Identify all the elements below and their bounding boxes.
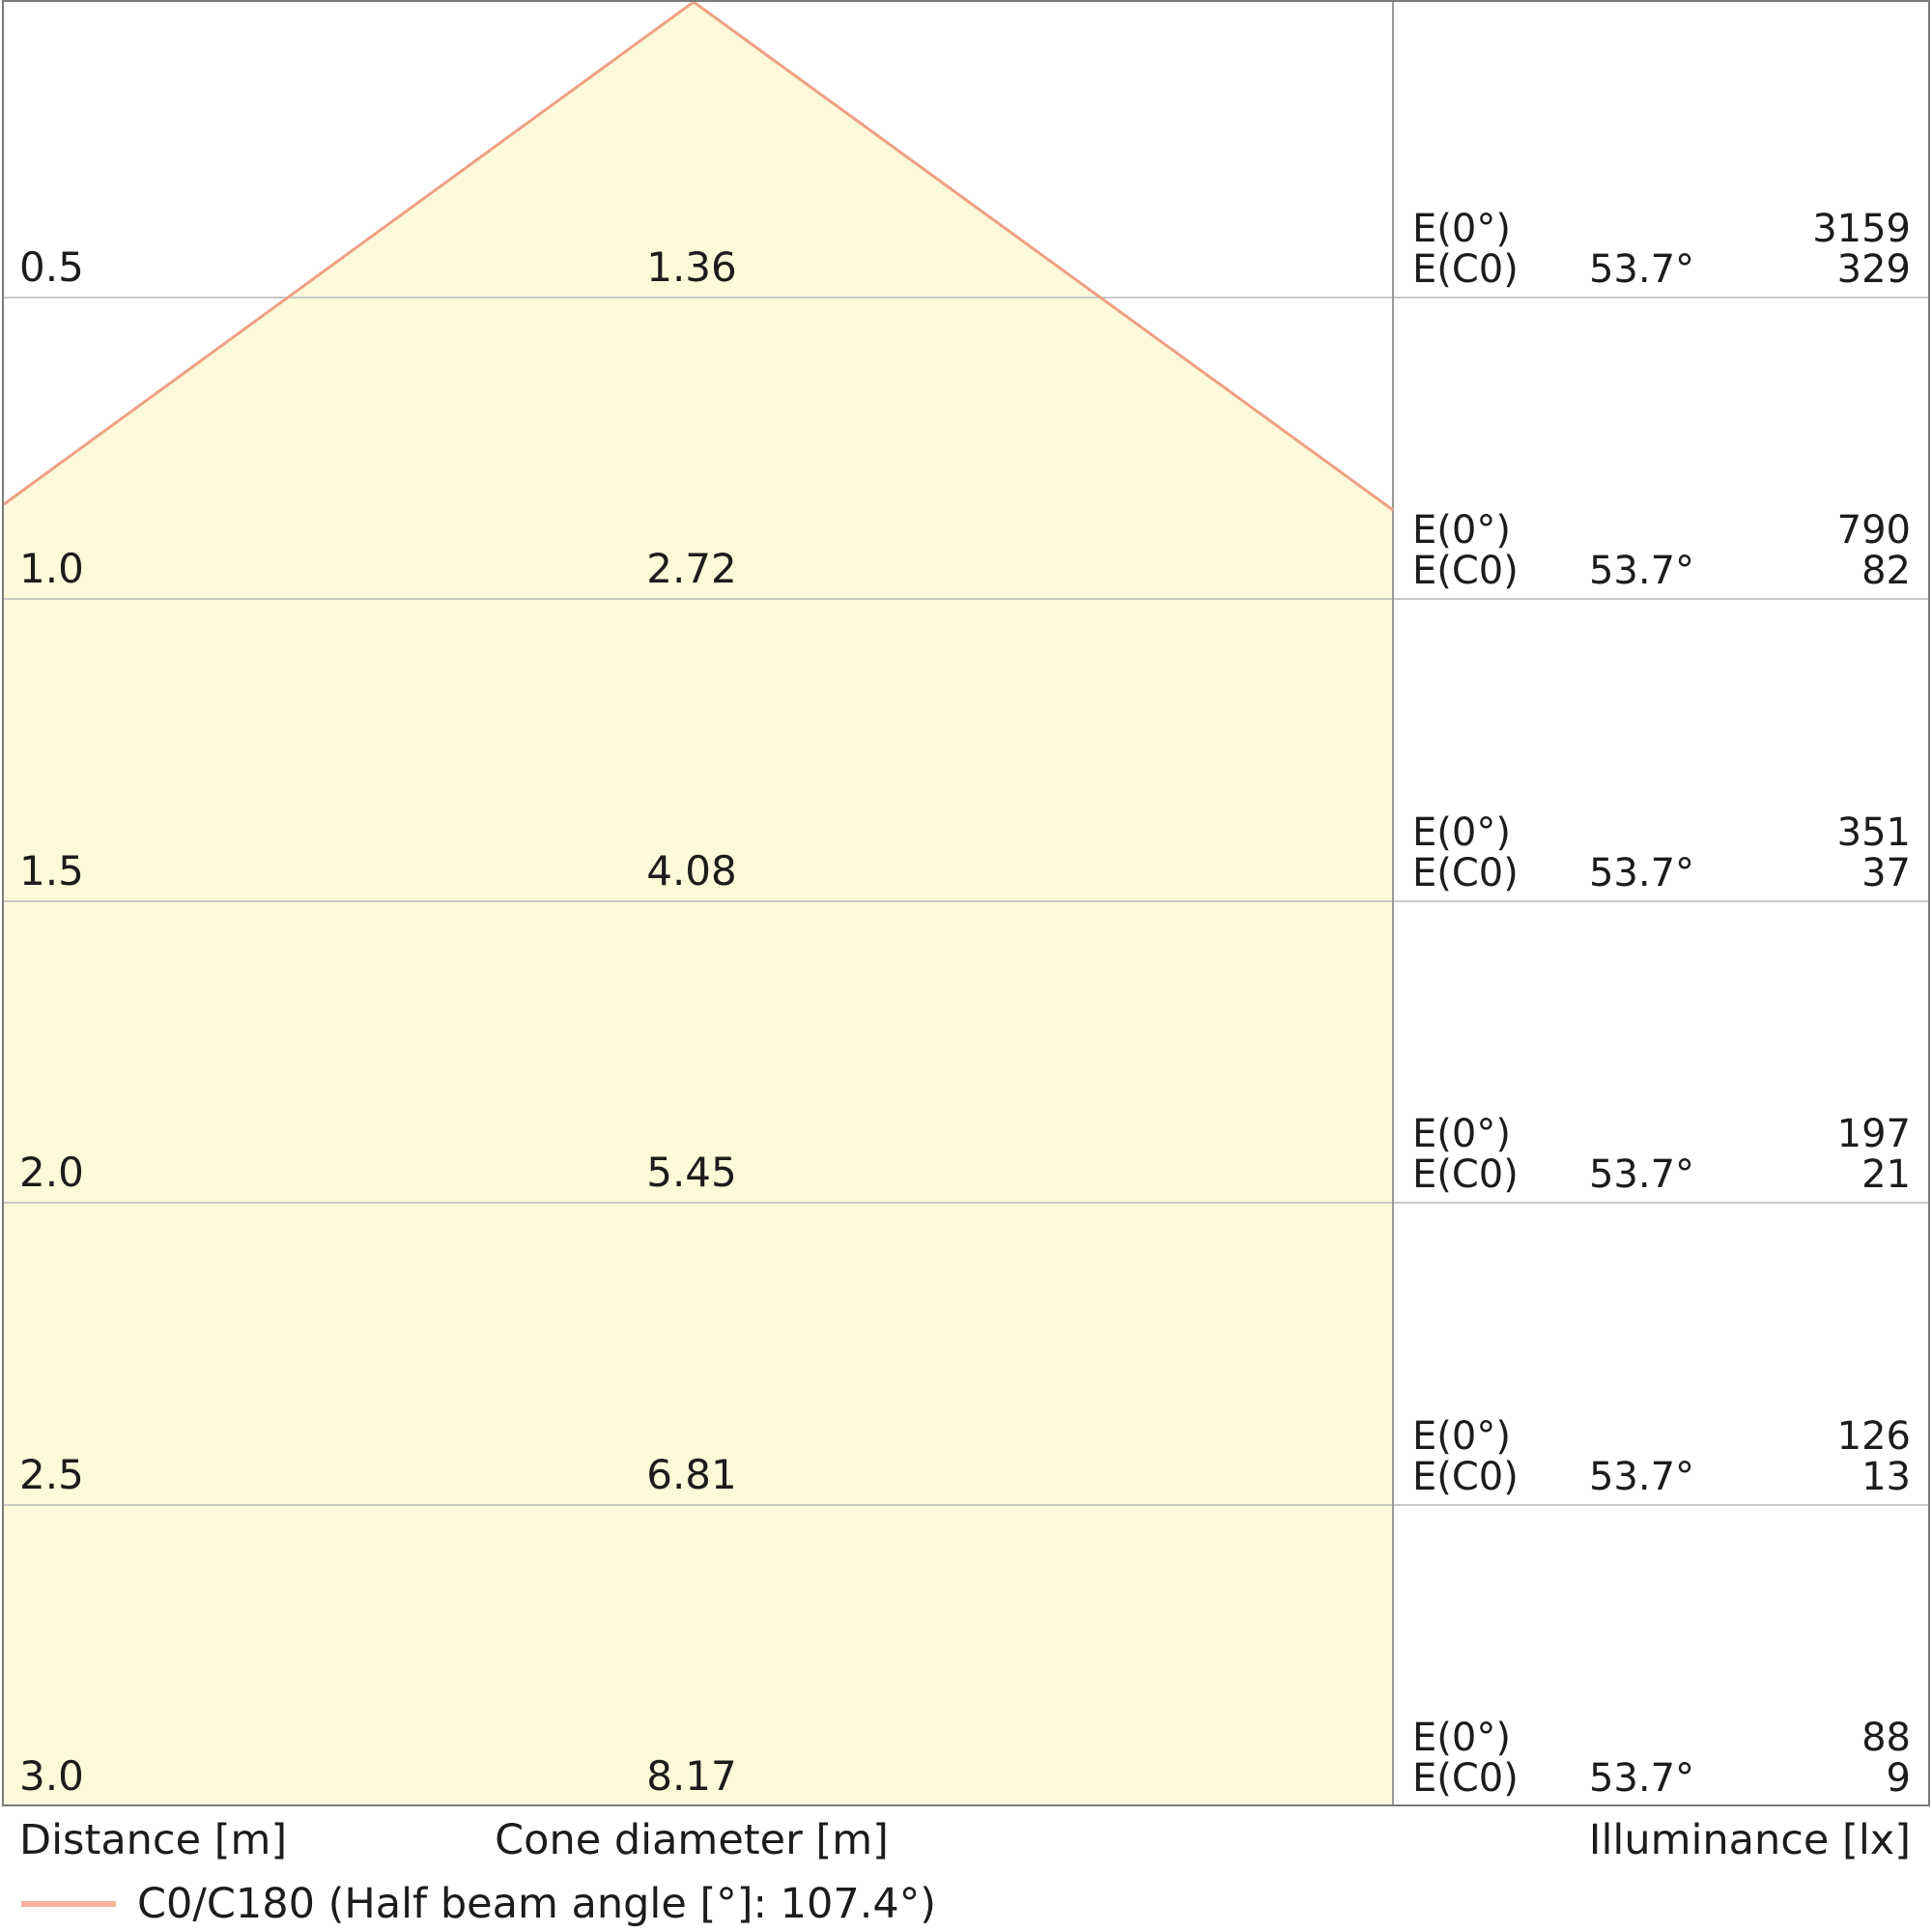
e0-label: E(0°): [1412, 810, 1511, 855]
illuminance-block: E(0°) 88 E(C0) 53.7° 9: [1412, 1718, 1911, 1799]
cone-diameter-value: 1.36: [646, 243, 737, 291]
e0-value: 790: [1836, 508, 1911, 553]
beam-angle-value: 53.7°: [1588, 1152, 1695, 1197]
distance-label: 2.0: [19, 1149, 84, 1196]
legend-label: C0/C180 (Half beam angle [°]: 107.4°): [137, 1880, 937, 1928]
cone-edge-right: [693, 2, 1394, 512]
e0-line: E(0°) 351: [1412, 812, 1911, 853]
e0-label: E(0°): [1412, 1414, 1511, 1459]
distance-label: 1.0: [19, 545, 84, 592]
illuminance-block: E(0°) 197 E(C0) 53.7° 21: [1412, 1114, 1911, 1195]
ec0-label: E(C0): [1412, 549, 1519, 593]
e0-line: E(0°) 197: [1412, 1114, 1911, 1154]
e0-value: 88: [1861, 1716, 1911, 1760]
e0-value: 351: [1836, 810, 1911, 855]
illuminance-block: E(0°) 790 E(C0) 53.7° 82: [1412, 510, 1911, 591]
beam-angle-value: 53.7°: [1588, 247, 1695, 292]
cone-diameter-value: 6.81: [646, 1451, 737, 1498]
ec0-line: E(C0) 53.7° 329: [1412, 249, 1911, 290]
ec0-value: 13: [1861, 1455, 1911, 1499]
distance-label: 2.5: [19, 1451, 84, 1498]
legend-line-swatch: [21, 1901, 116, 1907]
e0-value: 197: [1836, 1112, 1911, 1156]
e0-label: E(0°): [1412, 508, 1511, 553]
illuminance-block: E(0°) 3159 E(C0) 53.7° 329: [1412, 209, 1911, 290]
e0-line: E(0°) 790: [1412, 510, 1911, 551]
distance-label: 3.0: [19, 1752, 84, 1800]
ec0-line: E(C0) 53.7° 37: [1412, 853, 1911, 894]
beam-angle-value: 53.7°: [1588, 1455, 1695, 1499]
ec0-label: E(C0): [1412, 851, 1519, 895]
ec0-line: E(C0) 53.7° 9: [1412, 1758, 1911, 1799]
illuminance-block: E(0°) 351 E(C0) 53.7° 37: [1412, 812, 1911, 894]
cone-diameter-value: 5.45: [646, 1149, 737, 1196]
ec0-value: 82: [1861, 549, 1911, 593]
beam-angle-value: 53.7°: [1588, 549, 1695, 593]
ec0-value: 21: [1861, 1152, 1911, 1197]
e0-line: E(0°) 88: [1412, 1718, 1911, 1758]
cone-diameter-value: 4.08: [646, 847, 737, 895]
e0-label: E(0°): [1412, 1112, 1511, 1156]
cone-diameter-value: 2.72: [646, 545, 737, 592]
light-cone-plot: [4, 2, 1928, 1804]
legend: C0/C180 (Half beam angle [°]: 107.4°): [19, 1880, 936, 1928]
ec0-label: E(C0): [1412, 1455, 1519, 1499]
distance-label: 1.5: [19, 847, 84, 895]
ec0-value: 9: [1886, 1756, 1911, 1801]
cone-edge-left: [4, 2, 695, 506]
cone-diameter-axis-label: Cone diameter [m]: [495, 1816, 889, 1864]
ec0-label: E(C0): [1412, 247, 1519, 292]
e0-line: E(0°) 126: [1412, 1416, 1911, 1457]
ec0-label: E(C0): [1412, 1756, 1519, 1801]
e0-value: 126: [1836, 1414, 1911, 1459]
e0-line: E(0°) 3159: [1412, 209, 1911, 249]
cone-diagram-frame: [2, 0, 1930, 1806]
ec0-line: E(C0) 53.7° 82: [1412, 551, 1911, 591]
ec0-value: 329: [1836, 247, 1911, 292]
distance-axis-label: Distance [m]: [19, 1816, 288, 1864]
ec0-label: E(C0): [1412, 1152, 1519, 1197]
illuminance-axis-label: Illuminance [lx]: [1588, 1816, 1911, 1864]
ec0-line: E(C0) 53.7° 13: [1412, 1457, 1911, 1497]
beam-angle-value: 53.7°: [1588, 851, 1695, 895]
illuminance-block: E(0°) 126 E(C0) 53.7° 13: [1412, 1416, 1911, 1497]
e0-value: 3159: [1812, 207, 1911, 251]
e0-label: E(0°): [1412, 1716, 1511, 1760]
light-cone-fill: [4, 2, 1393, 1804]
cone-diameter-value: 8.17: [646, 1752, 737, 1800]
ec0-value: 37: [1861, 851, 1911, 895]
beam-angle-value: 53.7°: [1588, 1756, 1695, 1801]
ec0-line: E(C0) 53.7° 21: [1412, 1154, 1911, 1195]
distance-label: 0.5: [19, 243, 84, 291]
e0-label: E(0°): [1412, 207, 1511, 251]
